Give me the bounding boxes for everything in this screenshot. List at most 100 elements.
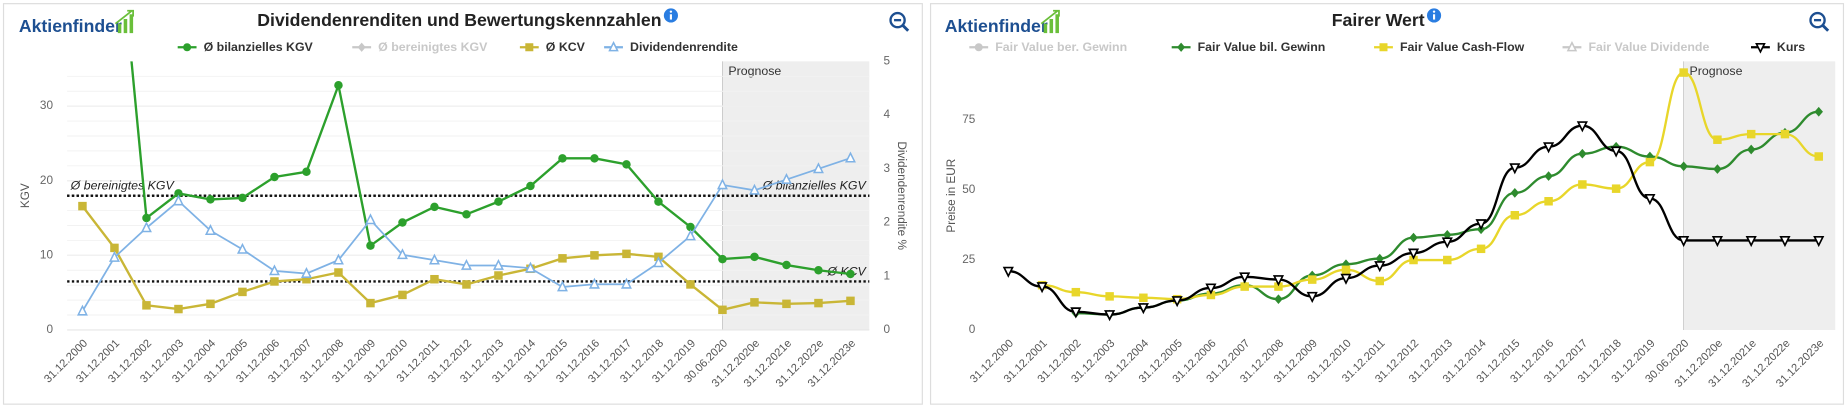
y-tick-label: 0	[46, 323, 53, 336]
marker	[1678, 235, 1690, 248]
chart-title: Dividendenrenditen und Bewertungskennzah…	[257, 10, 661, 30]
marker	[366, 298, 375, 308]
y-tick-label: 75	[962, 113, 976, 126]
y2-axis-label: Dividendenrendite %	[895, 141, 908, 250]
marker	[238, 193, 247, 203]
marker	[1341, 265, 1351, 275]
legend-item[interactable]: Ø bilanzielles KGV	[177, 40, 314, 54]
marker	[1171, 296, 1183, 308]
marker	[206, 299, 215, 309]
marker	[1814, 152, 1823, 161]
marker	[524, 261, 536, 273]
y-tick-label: 10	[40, 248, 54, 261]
plot-area	[76, 61, 856, 316]
logo: Aktienfinder	[19, 9, 134, 36]
marker	[300, 267, 312, 278]
legend-item[interactable]: Kurs	[1750, 40, 1805, 54]
y2-tick-label: 5	[883, 54, 890, 67]
legend-label: Ø bilanzielles KGV	[204, 40, 314, 54]
marker	[1543, 142, 1555, 154]
y2-tick-label: 0	[883, 323, 890, 336]
marker	[718, 305, 727, 315]
marker	[428, 253, 440, 265]
marker	[204, 224, 216, 235]
marker	[268, 264, 280, 276]
marker	[1578, 180, 1587, 189]
marker	[1566, 40, 1578, 52]
marker	[782, 260, 791, 270]
marker	[1813, 235, 1825, 248]
marker	[462, 210, 471, 219]
legend-label: Fair Value Dividende	[1588, 40, 1709, 54]
marker	[1544, 197, 1553, 206]
marker	[684, 229, 696, 241]
marker	[1679, 161, 1688, 172]
y2-tick-label: 3	[883, 162, 890, 175]
marker	[142, 213, 151, 223]
marker	[814, 298, 823, 308]
marker	[334, 81, 343, 90]
marker	[183, 43, 192, 52]
marker	[1272, 275, 1285, 287]
y2-tick-label: 4	[883, 108, 890, 121]
zoom-button[interactable]	[1809, 11, 1830, 32]
marker	[1509, 163, 1521, 175]
legend-item[interactable]: Ø KCV	[519, 40, 586, 54]
marker	[174, 304, 183, 314]
forecast-label: Prognose	[728, 64, 781, 78]
marker	[1307, 275, 1317, 284]
marker	[1070, 307, 1082, 319]
marker	[357, 42, 366, 52]
reference-label: Ø KCV	[826, 264, 867, 278]
marker	[334, 268, 343, 277]
legend-item[interactable]: Fair Value Cash-Flow	[1374, 40, 1525, 54]
marker	[302, 274, 311, 284]
marker	[236, 242, 248, 254]
legend-label: Fair Value bil. Gewinn	[1198, 40, 1326, 54]
marker	[1139, 293, 1148, 303]
marker	[396, 248, 408, 260]
y2-tick-label: 1	[883, 269, 890, 282]
marker	[525, 43, 534, 52]
marker	[1611, 184, 1621, 193]
legend: Ø bilanzielles KGV Ø bereinigtes KGV Ø KCV…	[177, 40, 738, 54]
legend-item[interactable]: Fair Value Dividende	[1562, 40, 1710, 54]
marker	[780, 173, 792, 184]
marker	[1746, 144, 1756, 155]
info-glyph	[1432, 14, 1436, 20]
marker	[398, 218, 407, 227]
marker	[494, 197, 503, 206]
legend-item[interactable]: Fair Value bil. Gewinn	[1171, 40, 1326, 54]
reference-label: Ø bilanzielles KGV	[762, 179, 868, 193]
marker	[974, 43, 983, 52]
marker	[1407, 248, 1420, 260]
marker	[430, 202, 439, 212]
marker	[782, 299, 791, 309]
marker	[556, 280, 568, 292]
marker	[174, 189, 183, 198]
marker	[846, 296, 855, 306]
marker	[558, 254, 567, 263]
legend-label: Ø bereinigtes KGV	[378, 40, 488, 54]
marker	[78, 201, 87, 211]
y-tick-label: 25	[962, 253, 976, 266]
marker	[1306, 291, 1318, 304]
marker	[1755, 43, 1766, 54]
marker	[608, 40, 619, 52]
y-tick-label: 20	[40, 174, 54, 187]
marker	[1409, 232, 1418, 243]
marker	[1645, 157, 1655, 167]
marker	[1374, 261, 1386, 273]
info-glyph	[669, 14, 672, 20]
marker	[1610, 146, 1622, 158]
legend-item[interactable]: Ø bereinigtes KGV	[352, 40, 488, 54]
marker	[748, 183, 760, 195]
marker	[1104, 310, 1116, 322]
marker	[1036, 282, 1048, 294]
marker	[1239, 272, 1251, 284]
marker	[1205, 283, 1217, 295]
zoom-button[interactable]	[889, 11, 910, 32]
legend-item[interactable]: Fair Value ber. Gewinn	[969, 40, 1127, 54]
legend-item[interactable]: Dividendenrendite	[604, 40, 738, 54]
